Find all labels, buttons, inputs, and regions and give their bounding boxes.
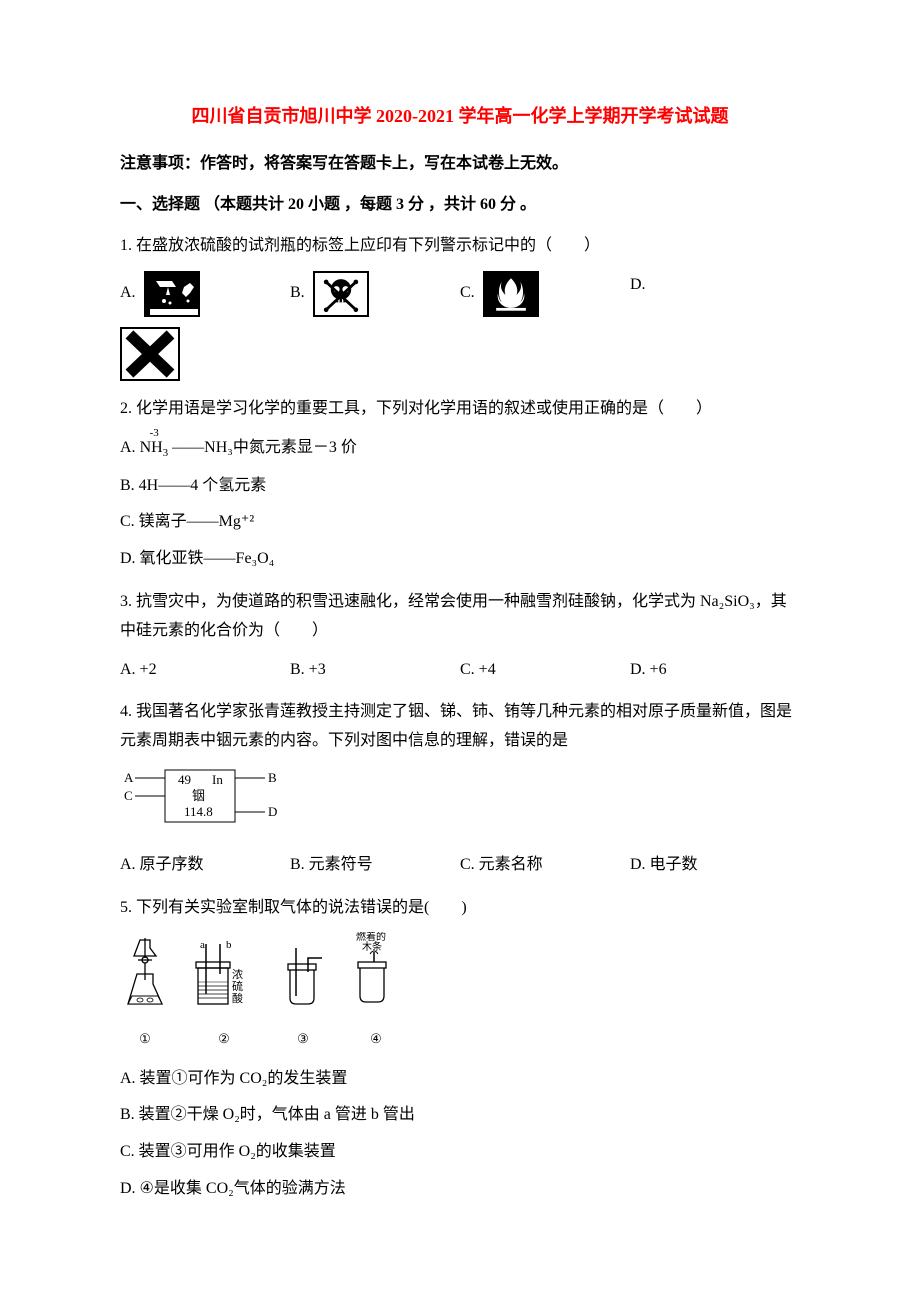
nh3-sub: 3	[163, 447, 169, 459]
option-1d-label: D.	[630, 271, 646, 300]
option-3d: D. +6	[630, 656, 800, 685]
option-5d: D. ④是收集 CO₂气体的验满方法	[120, 1175, 800, 1204]
option-2a: A. -3 NH3 ——NH₃中氮元素显－3 价	[120, 434, 800, 464]
question-2-options: A. -3 NH3 ——NH₃中氮元素显－3 价 B. 4H——4 个氢元素 C…	[120, 434, 800, 574]
question-3-options: A. +2 B. +3 C. +4 D. +6	[120, 656, 800, 685]
apparatus-2: a b 浓 硫 酸 ②	[188, 938, 260, 1050]
option-4c: C. 元素名称	[460, 851, 630, 880]
option-1c: C.	[460, 271, 630, 317]
option-2c: C. 镁离子——Mg⁺²	[120, 508, 800, 537]
apparatus-diagram: ① a b 浓 硫 酸 ②	[120, 932, 800, 1050]
element-box-diagram: 49 In 铟 114.8 A B C D	[120, 766, 800, 837]
question-3: 3. 抗雪灾中，为使道路的积雪迅速融化，经常会使用一种融雪剂硅酸钠，化学式为 N…	[120, 588, 800, 684]
option-4a: A. 原子序数	[120, 851, 290, 880]
section-1-header: 一、选择题 （本题共计 20 小题 ，每题 3 分 ，共计 60 分 。	[120, 191, 800, 220]
option-2a-prefix: A.	[120, 439, 140, 456]
box-name: 铟	[192, 788, 205, 803]
option-4d: D. 电子数	[630, 851, 800, 880]
option-2b: B. 4H——4 个氢元素	[120, 472, 800, 501]
option-5c: C. 装置③可用作 O₂的收集装置	[120, 1138, 800, 1167]
question-5: 5. 下列有关实验室制取气体的说法错误的是( ) ① a b	[120, 894, 800, 1204]
question-4-options: A. 原子序数 B. 元素符号 C. 元素名称 D. 电子数	[120, 851, 800, 880]
question-4: 4. 我国著名化学家张青莲教授主持测定了铟、锑、铈、铕等几种元素的相对原子质量新…	[120, 698, 800, 879]
label-a: A	[124, 770, 134, 785]
notice-text: 注意事项：作答时，将答案写在答题卡上，写在本试卷上无效。	[120, 150, 800, 179]
option-2a-suffix: ——NH₃中氮元素显－3 价	[172, 439, 357, 456]
question-1: 1. 在盛放浓硫酸的试剂瓶的标签上应印有下列警示标记中的（ ） A. B.	[120, 232, 800, 381]
label-c: C	[124, 788, 133, 803]
svg-text:b: b	[226, 939, 232, 951]
question-1-text: 1. 在盛放浓硫酸的试剂瓶的标签上应印有下列警示标记中的（ ）	[120, 232, 800, 261]
question-2: 2. 化学用语是学习化学的重要工具，下列对化学用语的叙述或使用正确的是（ ） A…	[120, 395, 800, 574]
apparatus-4-label: ④	[346, 1027, 406, 1050]
option-3c: C. +4	[460, 656, 630, 685]
option-1d-image-row	[120, 327, 800, 381]
flame-icon	[483, 271, 539, 317]
nh3-formula: -3 NH3	[140, 434, 169, 464]
x-icon	[120, 327, 180, 381]
svg-text:浓: 浓	[232, 968, 243, 981]
svg-text:酸: 酸	[232, 991, 243, 1005]
nh3-oxidation: -3	[150, 424, 159, 444]
svg-text:木条: 木条	[362, 940, 382, 953]
question-4-text: 4. 我国著名化学家张青莲教授主持测定了铟、锑、铈、铕等几种元素的相对原子质量新…	[120, 698, 800, 756]
label-b: B	[268, 770, 277, 785]
document-title: 四川省自贡市旭川中学 2020-2021 学年高一化学上学期开学考试试题	[120, 100, 800, 132]
question-2-text: 2. 化学用语是学习化学的重要工具，下列对化学用语的叙述或使用正确的是（ ）	[120, 395, 800, 424]
apparatus-1-label: ①	[120, 1027, 170, 1050]
option-4b: B. 元素符号	[290, 851, 460, 880]
box-mass: 114.8	[184, 804, 213, 819]
option-1a-label: A.	[120, 279, 136, 308]
apparatus-1: ①	[120, 938, 170, 1050]
corrosive-icon	[144, 271, 200, 317]
option-3b: B. +3	[290, 656, 460, 685]
apparatus-3-label: ③	[278, 1027, 328, 1050]
option-5b: B. 装置②干燥 O₂时，气体由 a 管进 b 管出	[120, 1101, 800, 1130]
question-3-text: 3. 抗雪灾中，为使道路的积雪迅速融化，经常会使用一种融雪剂硅酸钠，化学式为 N…	[120, 588, 800, 646]
option-1c-label: C.	[460, 279, 475, 308]
option-1a: A.	[120, 271, 290, 317]
option-1d: D.	[630, 271, 670, 300]
box-49: 49	[178, 772, 191, 787]
option-3a: A. +2	[120, 656, 290, 685]
skull-icon	[313, 271, 369, 317]
svg-text:a: a	[200, 939, 205, 951]
svg-text:硫: 硫	[232, 979, 243, 993]
box-in: In	[212, 772, 223, 787]
apparatus-4: 燃着的 木条 ④	[346, 932, 406, 1050]
option-2d: D. 氧化亚铁——Fe₃O₄	[120, 545, 800, 574]
apparatus-3: ③	[278, 938, 328, 1050]
option-1b-label: B.	[290, 279, 305, 308]
option-1b: B.	[290, 271, 460, 317]
option-5a: A. 装置①可作为 CO₂的发生装置	[120, 1065, 800, 1094]
label-d: D	[268, 804, 277, 819]
question-5-options: A. 装置①可作为 CO₂的发生装置 B. 装置②干燥 O₂时，气体由 a 管进…	[120, 1065, 800, 1204]
apparatus-2-label: ②	[188, 1027, 260, 1050]
question-5-text: 5. 下列有关实验室制取气体的说法错误的是( )	[120, 894, 800, 923]
question-1-options: A. B.	[120, 271, 800, 317]
